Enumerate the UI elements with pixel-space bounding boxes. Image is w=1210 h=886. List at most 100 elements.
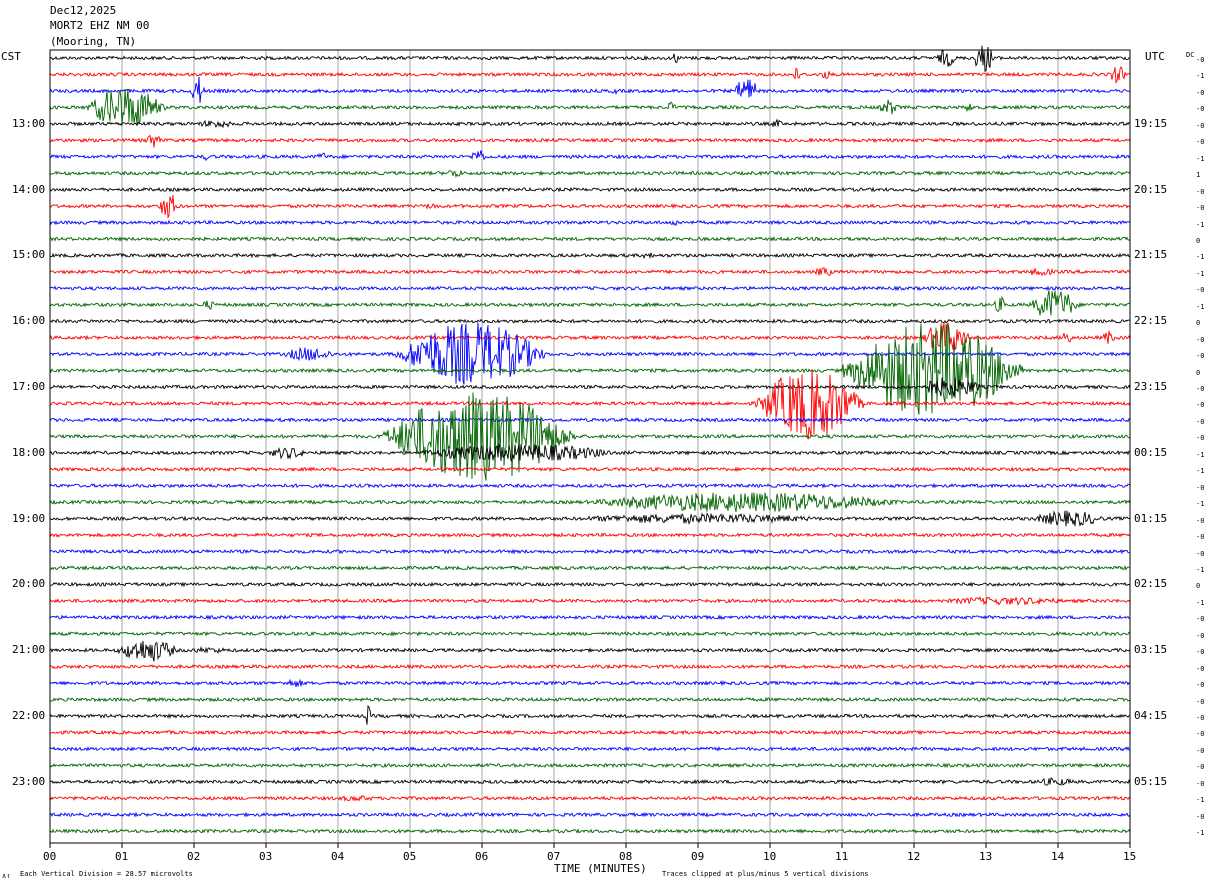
dc-offset-label: -0 [1196,121,1205,130]
x-axis-ticks [49,843,1131,848]
seismic-trace [49,614,1131,621]
dc-offset-label: -0 [1196,417,1205,426]
seismic-trace [50,252,1131,260]
dc-offset-label: -1 [1196,565,1205,574]
seismic-trace [49,235,1131,242]
seismic-trace [49,596,1131,606]
right-hour-label: 23:15 [1134,380,1168,393]
right-timezone-label: UTC [1145,50,1165,63]
dc-offset-label: -0 [1196,631,1205,640]
seismic-trace [49,285,1131,292]
seismic-trace [49,45,1131,72]
vertical-division-note: Each Vertical Division = 28.57 microvolt… [20,870,193,878]
dc-offset-label: 0 [1196,236,1201,245]
dc-offset-label: -0 [1196,88,1205,97]
header-location: (Mooring, TN) [50,35,137,48]
minute-grid [49,50,1131,843]
seismic-trace [49,417,1131,423]
seismic-trace [49,696,1131,703]
dc-offset-label: -0 [1196,401,1205,410]
dc-offset-label: -1 [1196,500,1205,509]
x-tick-label: 04 [331,850,345,863]
dc-offset-label: -1 [1196,154,1205,163]
dc-offset-label: -0 [1196,204,1205,213]
left-hour-label: 19:00 [12,511,46,525]
seismic-trace [49,482,1131,489]
right-hour-label: 05:15 [1134,774,1168,788]
dc-offset-label: 0 [1196,319,1201,328]
right-hour-label: 01:15 [1134,511,1168,525]
clipping-note: Traces clipped at plus/minus 5 vertical … [662,870,869,878]
dc-offset-label: -0 [1196,549,1205,558]
right-hour-label: 19:15 [1134,116,1168,130]
left-hour-label: 22:00 [12,709,46,722]
seismic-trace [49,565,1131,571]
dc-offset-label: -1 [1196,302,1205,311]
seismic-trace [49,630,1131,637]
seismic-trace [49,377,1131,397]
x-axis-title: TIME (MINUTES) [554,862,647,875]
seismic-trace [49,811,1131,818]
dc-offset-label: -1 [1196,253,1205,262]
seismic-trace [49,323,1131,415]
header-station: MORT2 EHZ NM 00 [50,19,150,32]
seismic-trace [49,150,1131,162]
right-hour-label: 03:15 [1134,643,1168,657]
dc-offset-label: -0 [1196,286,1205,295]
seismic-trace [49,392,1131,481]
left-hour-label: 23:00 [12,774,46,788]
dc-offset-label: -0 [1196,187,1205,196]
x-tick-label: 09 [691,850,705,863]
x-tick-label: 03 [259,850,273,863]
seismic-trace [49,76,1131,104]
left-hour-label: 17:00 [12,380,46,393]
dc-offset-label: -0 [1196,434,1205,443]
seismic-trace [49,170,1131,179]
seismic-trace [49,219,1131,227]
seismic-trace [49,443,1131,462]
dc-offset-label: -0 [1196,615,1205,624]
seismic-trace [49,322,1131,351]
corner-mark: ∧↑ [2,872,11,880]
left-timezone-label: CST [1,50,21,63]
dc-offset-label: -0 [1196,763,1205,772]
dc-offset-label: -0 [1196,681,1205,690]
right-hour-label: 02:15 [1134,577,1168,591]
x-tick-label: 00 [43,850,57,863]
right-hour-label: 21:15 [1134,248,1168,262]
dc-offset-label: -0 [1196,138,1205,147]
dc-offset-label: -0 [1196,746,1205,755]
x-tick-label: 14 [1051,850,1065,863]
seismic-trace [49,369,1131,441]
dc-offset-label: -0 [1196,483,1205,492]
seismic-trace [49,267,1131,277]
right-hour-label: 20:15 [1134,182,1168,196]
seismic-trace [49,581,1131,588]
x-tick-label: 01 [115,850,129,863]
right-hour-label: 22:15 [1134,314,1168,328]
left-hour-label: 13:00 [12,116,46,130]
x-tick-label: 06 [475,850,489,863]
dc-offset-label: -1 [1196,598,1205,607]
x-tick-label: 10 [763,850,777,863]
x-tick-label: 08 [619,850,633,863]
dc-offset-label: -0 [1196,714,1205,722]
seismic-trace [49,318,1131,324]
header-date: Dec12,2025 [50,4,117,17]
right-hour-label: 00:15 [1134,445,1168,459]
seismic-trace [49,134,1131,148]
seismic-trace [49,65,1131,84]
dc-offset-label: -0 [1196,697,1205,706]
seismic-trace [49,195,1131,219]
plot-frame [49,49,1131,844]
seismic-trace [49,794,1131,803]
seismic-trace [49,640,1131,662]
left-hour-label: 14:00 [12,182,46,196]
seismic-trace [49,118,1131,129]
left-hour-label: 20:00 [12,577,46,591]
left-hour-label: 16:00 [12,314,46,328]
dc-offset-label: -0 [1196,56,1205,64]
dc-offset-label: -0 [1196,812,1205,821]
seismic-trace [49,663,1131,670]
